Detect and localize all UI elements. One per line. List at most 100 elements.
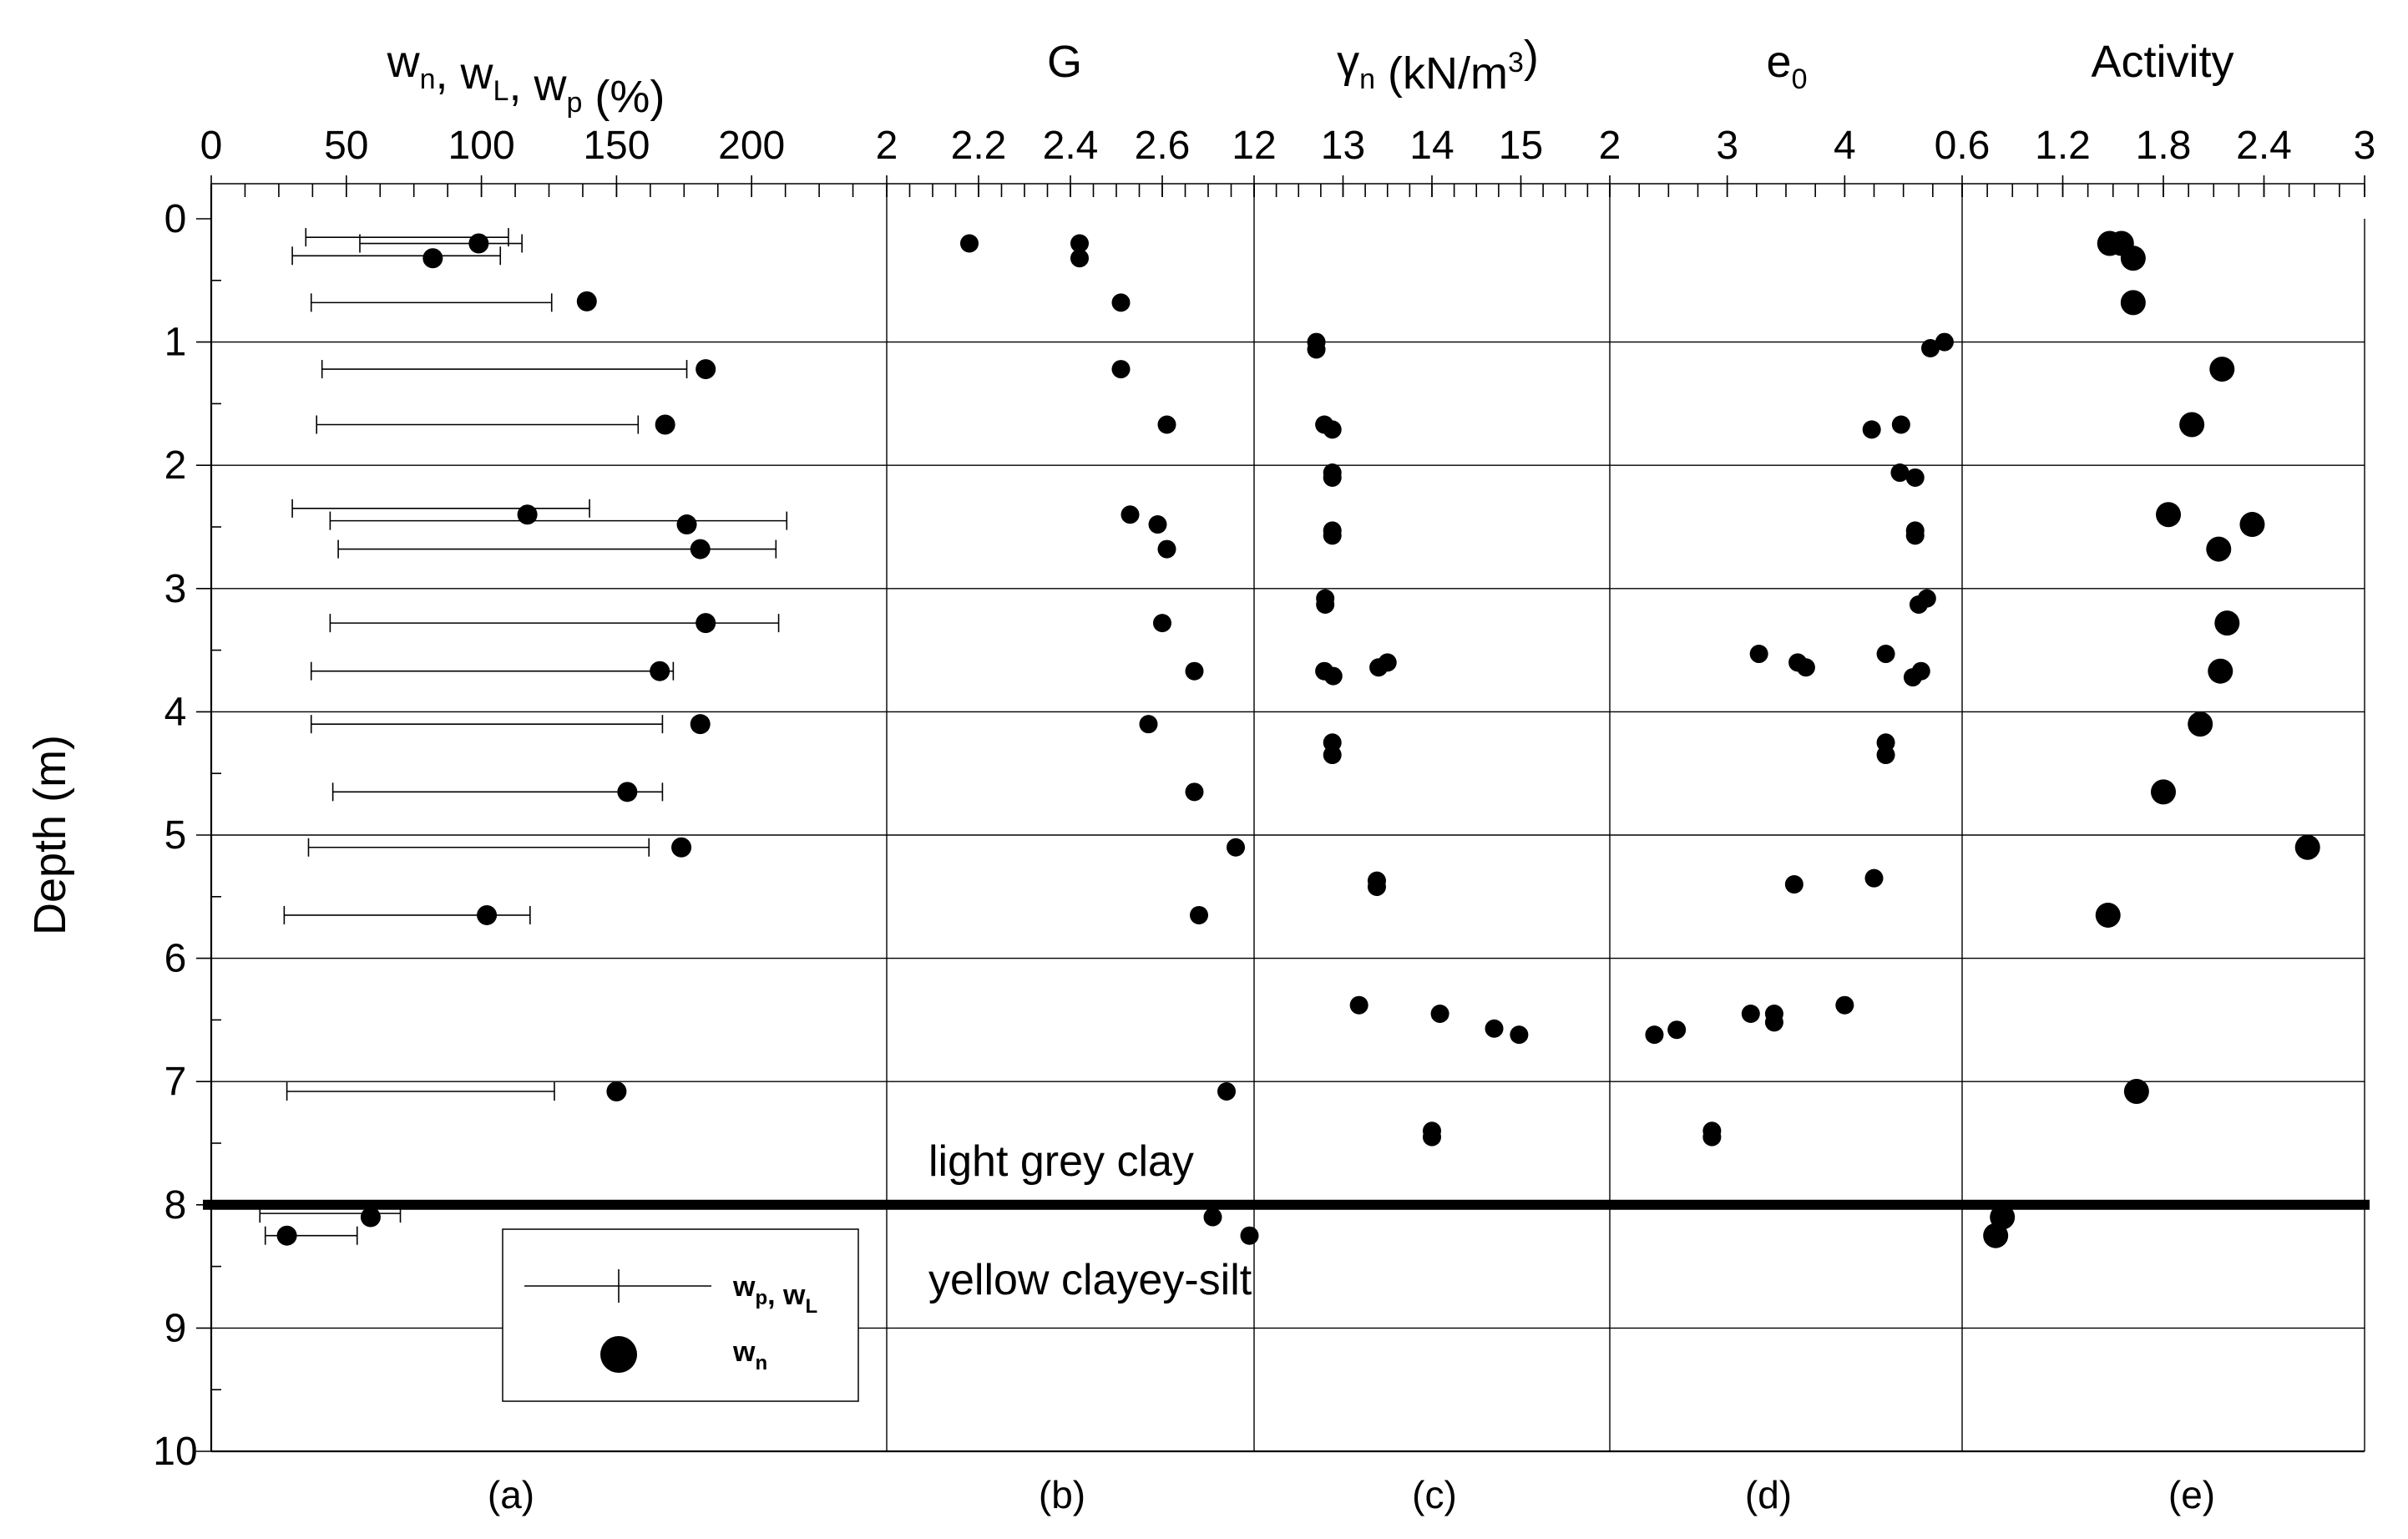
x-tick-label-panel-1: 100 xyxy=(448,124,515,168)
data-point-panel-2 xyxy=(1121,505,1140,524)
data-point-panel-2 xyxy=(1185,661,1204,681)
data-point-panel-1 xyxy=(422,248,443,269)
data-point-panel-5 xyxy=(1983,1223,2009,1248)
data-point-panel-3 xyxy=(1323,746,1342,765)
data-point-panel-1 xyxy=(517,504,538,525)
data-point-panel-2 xyxy=(1240,1226,1259,1245)
y-tick-label: 6 xyxy=(164,937,187,981)
data-point-panel-5 xyxy=(2188,711,2213,737)
data-point-panel-1 xyxy=(671,837,692,858)
panel-label-3: (c) xyxy=(1412,1473,1457,1516)
legend-label: wp, wL xyxy=(732,1271,817,1318)
grid-layer xyxy=(211,184,2365,1451)
data-point-panel-5 xyxy=(2151,779,2176,805)
panel-label-4: (d) xyxy=(1745,1473,1792,1516)
data-point-panel-3 xyxy=(1485,1019,1504,1038)
data-point-panel-4 xyxy=(1905,468,1925,487)
x-tick-label-panel-2: 2.6 xyxy=(1135,124,1191,168)
data-point-panel-2 xyxy=(1070,234,1089,253)
x-tick-label-panel-3: 14 xyxy=(1409,124,1454,168)
data-point-panel-1 xyxy=(696,359,716,380)
data-point-panel-2 xyxy=(1217,1082,1236,1101)
y-tick-label: 7 xyxy=(164,1060,187,1104)
legend-label: wn xyxy=(732,1336,767,1374)
x-tick-label-panel-2: 2.4 xyxy=(1043,124,1099,168)
data-point-panel-1 xyxy=(468,233,489,254)
data-point-panel-4 xyxy=(1864,868,1884,888)
data-point-panel-5 xyxy=(2214,610,2240,636)
y-tick-label: 4 xyxy=(164,690,187,734)
panel-label-1: (a) xyxy=(488,1473,534,1516)
data-point-panel-1 xyxy=(606,1081,627,1102)
data-point-panel-2 xyxy=(1190,905,1208,924)
x-tick-label-panel-3: 13 xyxy=(1321,124,1365,168)
data-point-panel-4 xyxy=(1667,1020,1687,1040)
y-tick-label: 2 xyxy=(164,443,187,488)
y-tick-label: 5 xyxy=(164,813,187,858)
data-point-panel-4 xyxy=(1891,415,1910,434)
panel-title-4: e0 xyxy=(1767,37,1808,95)
x-tick-label-panel-2: 2 xyxy=(876,124,898,168)
data-point-panel-2 xyxy=(1203,1207,1222,1227)
data-point-panel-1 xyxy=(690,539,711,559)
data-point-panel-2 xyxy=(1111,293,1131,312)
data-point-panel-4 xyxy=(1903,668,1922,687)
y-tick-label: 9 xyxy=(164,1306,187,1350)
x-tick-label-panel-2: 2.2 xyxy=(951,124,1007,168)
x-tick-label-panel-1: 50 xyxy=(324,124,368,168)
data-point-panel-4 xyxy=(1862,420,1881,439)
y-tick-label: 8 xyxy=(164,1183,187,1228)
data-point-panel-1 xyxy=(360,1207,381,1228)
data-point-panel-2 xyxy=(1227,838,1245,857)
data-point-panel-4 xyxy=(1935,332,1954,352)
data-point-panel-4 xyxy=(1905,526,1925,545)
x-tick-label-panel-3: 12 xyxy=(1232,124,1276,168)
data-point-panel-1 xyxy=(650,661,670,681)
data-point-panel-5 xyxy=(2095,902,2121,928)
data-point-panel-2 xyxy=(1148,515,1167,534)
x-tick-label-panel-4: 2 xyxy=(1599,124,1621,168)
data-layer xyxy=(259,228,2320,1248)
data-point-panel-4 xyxy=(1921,338,1940,357)
x-tick-label-panel-4: 4 xyxy=(1834,124,1856,168)
data-point-panel-4 xyxy=(1741,1005,1760,1024)
data-point-panel-5 xyxy=(2156,502,2182,528)
data-point-panel-3 xyxy=(1323,526,1342,545)
annotation-light-grey-clay: light grey clay xyxy=(928,1137,1194,1186)
legend: wp, wL wn xyxy=(502,1228,859,1402)
data-point-panel-4 xyxy=(1876,746,1895,765)
data-point-panel-1 xyxy=(696,613,716,634)
data-point-panel-2 xyxy=(1153,614,1171,633)
y-tick-label: 3 xyxy=(164,567,187,611)
legend-dot-marker xyxy=(600,1336,637,1373)
legend-box xyxy=(502,1228,859,1402)
data-point-panel-4 xyxy=(1890,463,1910,483)
x-tick-label-panel-5: 3 xyxy=(2354,124,2376,168)
x-tick-label-panel-3: 15 xyxy=(1499,124,1543,168)
data-point-panel-4 xyxy=(1645,1025,1664,1045)
data-point-panel-1 xyxy=(617,782,638,802)
data-point-panel-5 xyxy=(2208,658,2233,684)
data-point-panel-1 xyxy=(576,291,597,311)
panel-title-5: Activity xyxy=(2091,37,2233,87)
data-point-panel-3 xyxy=(1430,1005,1449,1024)
data-point-panel-3 xyxy=(1307,340,1326,359)
data-point-panel-4 xyxy=(1702,1127,1722,1147)
data-point-panel-3 xyxy=(1510,1025,1529,1045)
data-point-panel-3 xyxy=(1367,877,1386,896)
data-point-panel-1 xyxy=(655,414,675,435)
data-point-panel-2 xyxy=(1070,249,1089,268)
data-point-panel-2 xyxy=(1157,415,1176,434)
x-tick-label-panel-5: 2.4 xyxy=(2236,124,2292,168)
axes-layer xyxy=(196,175,2370,1453)
data-point-panel-2 xyxy=(960,234,979,253)
data-point-panel-1 xyxy=(276,1225,297,1246)
data-point-panel-3 xyxy=(1369,658,1389,677)
x-tick-label-panel-1: 0 xyxy=(200,124,223,168)
data-point-panel-3 xyxy=(1323,420,1342,439)
data-point-panel-2 xyxy=(1185,782,1204,802)
y-tick-label: 10 xyxy=(153,1430,197,1474)
data-point-panel-5 xyxy=(2120,246,2146,271)
